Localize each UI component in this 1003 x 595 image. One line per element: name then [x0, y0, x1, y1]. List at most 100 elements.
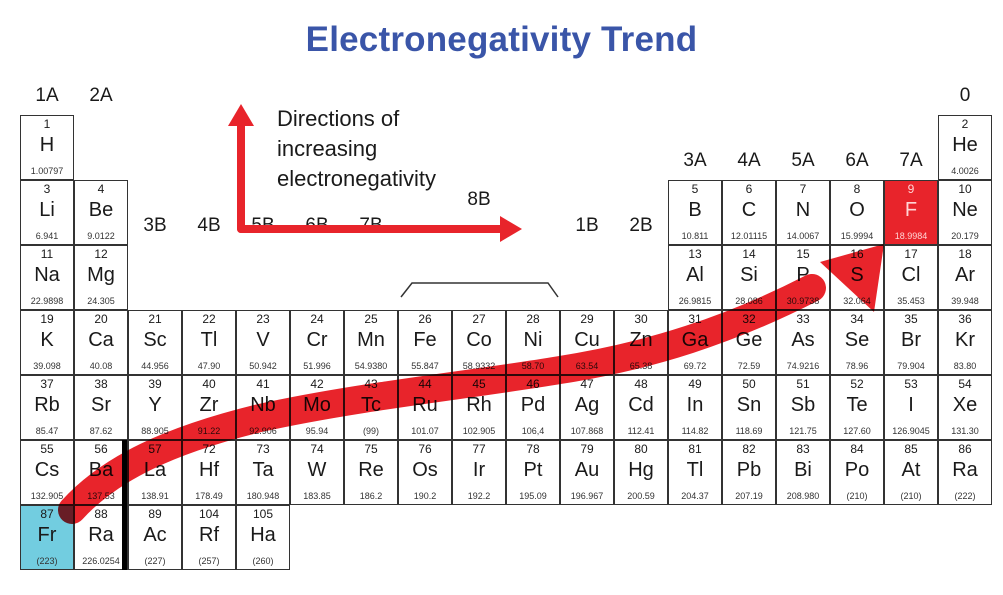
- element-cell-sb: 51 Sb 121.75: [776, 375, 830, 440]
- atomic-mass: 74.9216: [786, 361, 820, 371]
- atomic-number: 76: [418, 442, 432, 456]
- element-cell-sr: 38 Sr 87.62: [74, 375, 128, 440]
- atomic-mass: 6.941: [35, 231, 59, 241]
- atomic-number: 19: [40, 312, 54, 326]
- atomic-mass: 114.82: [681, 426, 709, 436]
- atomic-number: 105: [252, 507, 274, 521]
- atomic-mass: 51.996: [303, 361, 331, 371]
- group-label-3a: 3A: [683, 150, 707, 171]
- atomic-number: 28: [526, 312, 540, 326]
- element-cell-h: 1 H 1.00797: [20, 115, 74, 180]
- element-symbol: Cu: [574, 329, 600, 351]
- atomic-number: 6: [745, 182, 753, 196]
- element-cell-re: 75 Re 186.2: [344, 440, 398, 505]
- element-symbol: Ru: [412, 394, 438, 416]
- atomic-number: 45: [472, 377, 486, 391]
- element-cell-s: 16 S 32.064: [830, 245, 884, 310]
- element-cell-sc: 21 Sc 44.956: [128, 310, 182, 375]
- element-cell-rb: 37 Rb 85.47: [20, 375, 74, 440]
- atomic-number: 53: [904, 377, 918, 391]
- atomic-number: 39: [148, 377, 162, 391]
- element-cell-c: 6 C 12.01115: [722, 180, 776, 245]
- atomic-mass: 22.9898: [30, 296, 64, 306]
- element-symbol: Rf: [199, 524, 219, 546]
- atomic-mass: 131.30: [951, 426, 979, 436]
- element-symbol: Bi: [794, 459, 812, 481]
- atomic-mass: 107.868: [570, 426, 604, 436]
- atomic-number: 23: [256, 312, 270, 326]
- atomic-number: 41: [256, 377, 270, 391]
- element-cell-rf: 104 Rf (257): [182, 505, 236, 570]
- legend-text: Directions of increasing electronegativi…: [277, 104, 436, 194]
- element-cell-y: 39 Y 88.905: [128, 375, 182, 440]
- element-symbol: W: [307, 459, 327, 481]
- atomic-mass: 12.01115: [730, 231, 768, 241]
- atomic-number: 24: [310, 312, 324, 326]
- group-label-1b: 1B: [575, 215, 599, 236]
- element-symbol: Kr: [955, 329, 975, 351]
- element-cell-ag: 47 Ag 107.868: [560, 375, 614, 440]
- atomic-mass: 63.54: [575, 361, 599, 371]
- atomic-mass: 15.9994: [840, 231, 874, 241]
- element-symbol: Te: [846, 394, 868, 416]
- atomic-number: 47: [580, 377, 594, 391]
- atomic-number: 3: [43, 182, 51, 196]
- element-cell-cr: 24 Cr 51.996: [290, 310, 344, 375]
- atomic-number: 9: [907, 182, 915, 196]
- atomic-mass: 200.59: [627, 491, 655, 501]
- element-cell-i: 53 I 126.9045: [884, 375, 938, 440]
- atomic-mass: 14.0067: [786, 231, 820, 241]
- atomic-mass: 127.60: [843, 426, 871, 436]
- element-cell-p: 15 P 30.9738: [776, 245, 830, 310]
- element-symbol: Y: [148, 394, 162, 416]
- atomic-mass: 102.905: [462, 426, 496, 436]
- group-label-6b: 6B: [305, 215, 329, 236]
- element-cell-k: 19 K 39.098: [20, 310, 74, 375]
- element-symbol: Nb: [250, 394, 276, 416]
- element-symbol: Sn: [736, 394, 762, 416]
- group-label-6a: 6A: [845, 150, 869, 171]
- element-cell-ge: 32 Ge 72.59: [722, 310, 776, 375]
- atomic-mass: (260): [252, 556, 274, 566]
- element-symbol: B: [688, 199, 702, 221]
- atomic-mass: 95.94: [305, 426, 329, 436]
- atomic-mass: 192.2: [467, 491, 491, 501]
- atomic-number: 14: [742, 247, 756, 261]
- element-cell-xe: 54 Xe 131.30: [938, 375, 992, 440]
- atomic-mass: (222): [954, 491, 976, 501]
- atomic-number: 74: [310, 442, 324, 456]
- element-symbol: Sr: [91, 394, 111, 416]
- element-symbol: Cr: [306, 329, 328, 351]
- atomic-number: 52: [850, 377, 864, 391]
- element-symbol: Ni: [523, 329, 543, 351]
- atomic-number: 2: [961, 117, 969, 131]
- atomic-number: 84: [850, 442, 864, 456]
- element-cell-sn: 50 Sn 118.69: [722, 375, 776, 440]
- atomic-mass: 196.967: [570, 491, 604, 501]
- element-cell-cl: 17 Cl 35.453: [884, 245, 938, 310]
- atomic-number: 18: [958, 247, 972, 261]
- element-cell-te: 52 Te 127.60: [830, 375, 884, 440]
- element-cell-w: 74 W 183.85: [290, 440, 344, 505]
- atomic-number: 57: [148, 442, 162, 456]
- atomic-mass: 40.08: [89, 361, 113, 371]
- element-cell-b: 5 B 10.811: [668, 180, 722, 245]
- element-symbol: Sc: [143, 329, 167, 351]
- atomic-number: 73: [256, 442, 270, 456]
- atomic-mass: 26.9815: [678, 296, 712, 306]
- atomic-number: 1: [43, 117, 51, 131]
- atomic-mass: 18.9984: [894, 231, 928, 241]
- element-cell-br: 35 Br 79.904: [884, 310, 938, 375]
- element-cell-ar: 18 Ar 39.948: [938, 245, 992, 310]
- element-cell-fr: 87 Fr (223): [20, 505, 74, 570]
- atomic-number: 82: [742, 442, 756, 456]
- atomic-number: 86: [958, 442, 972, 456]
- atomic-number: 104: [198, 507, 220, 521]
- atomic-number: 21: [148, 312, 162, 326]
- atomic-mass: 39.098: [33, 361, 61, 371]
- element-symbol: He: [952, 134, 978, 156]
- element-symbol: H: [39, 134, 55, 156]
- element-symbol: Si: [740, 264, 758, 286]
- group-label-4b: 4B: [197, 215, 221, 236]
- atomic-number: 29: [580, 312, 594, 326]
